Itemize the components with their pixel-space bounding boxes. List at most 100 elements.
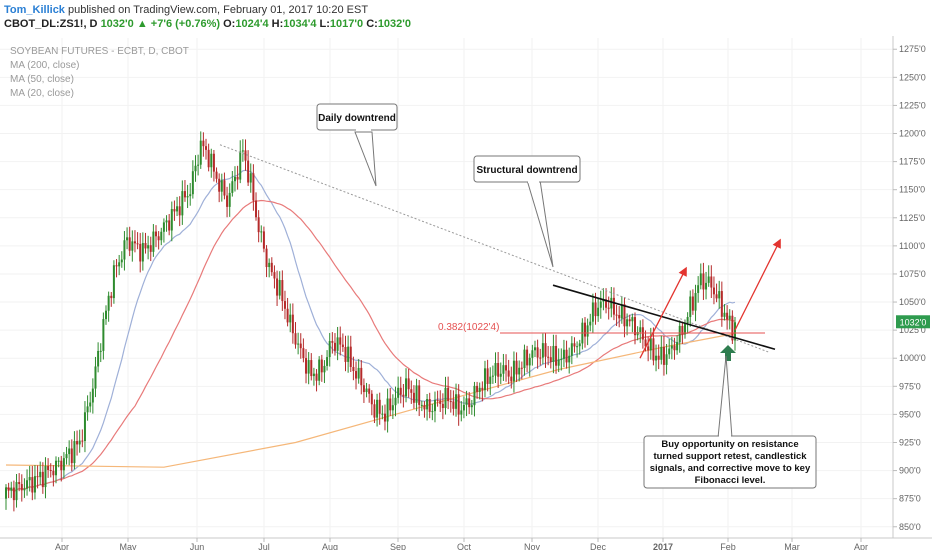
candle-up [381, 405, 384, 420]
candle-body [562, 349, 565, 359]
candle-body [728, 315, 731, 320]
candle-body [555, 345, 558, 366]
candle-up [336, 326, 339, 361]
candle-up [734, 317, 736, 351]
author-link[interactable]: Tom_Killick [4, 4, 65, 16]
candle-body [452, 401, 455, 409]
candle-up [460, 401, 463, 422]
time-axis[interactable]: Apr May Jun Jul Aug Sep Oct Nov Dec 2017 Feb Mar Apr [0, 537, 932, 550]
candle-down [136, 232, 139, 250]
candle-up [57, 457, 60, 468]
candle-body [320, 359, 323, 373]
candle-down [215, 167, 218, 183]
candle-body [531, 350, 534, 358]
candle-body [694, 292, 697, 311]
candle-up [102, 312, 105, 360]
price-axis[interactable]: 850'0 875'0 900'0 925'0 950'0 975'0 1000'0 1025… [892, 36, 926, 538]
candle-body [162, 222, 165, 232]
candle-body [515, 360, 518, 375]
time-tick-label: 2017 [653, 542, 673, 550]
candle-down [441, 393, 444, 420]
candle-body [115, 265, 118, 267]
candle-body [265, 248, 268, 268]
candle-body [189, 194, 192, 197]
candle-body [218, 178, 221, 192]
candle-down [178, 196, 181, 227]
candle-down [515, 352, 518, 383]
candle-up [220, 173, 223, 202]
candle-body [586, 325, 589, 337]
candle-body [283, 301, 286, 309]
candle-up [560, 348, 563, 371]
candle-up [126, 227, 129, 250]
candle-down [510, 366, 513, 389]
candle-down [715, 283, 718, 303]
candle-body [399, 387, 402, 395]
callout-buy-fo: Buy opportunity on resistance turned sup… [650, 439, 811, 486]
candle-body [39, 471, 42, 478]
price-tick-label: 1100'0 [899, 241, 925, 251]
price-tick-label: 1075'0 [899, 269, 926, 279]
candle-down [36, 465, 39, 489]
candle-down [20, 474, 23, 502]
candle-up [210, 148, 213, 178]
candle-body [70, 448, 73, 464]
candle-body [23, 488, 26, 491]
price-change: ▲ +7'6 (+0.76%) [136, 18, 221, 30]
candle-body [723, 312, 726, 317]
candle-body [712, 287, 715, 295]
candle-down [368, 384, 371, 403]
candle-body [315, 373, 318, 381]
candle-up [376, 393, 379, 427]
candle-body [328, 341, 331, 358]
candle-body [707, 276, 710, 283]
candle-body [357, 367, 360, 379]
candle-down [486, 359, 489, 392]
candle-body [365, 388, 368, 393]
candle-body [541, 343, 544, 358]
candle-body [418, 385, 421, 405]
candle-body [589, 321, 592, 326]
candle-body [394, 397, 397, 406]
legend-ma200: MA (200, close) [10, 60, 79, 71]
candle-down [202, 132, 205, 157]
candle-body [591, 302, 594, 322]
candle-down [583, 317, 586, 348]
time-tick-label: Dec [590, 542, 607, 550]
candle-body [594, 302, 597, 317]
candle-body [278, 280, 281, 296]
candle-down [76, 430, 79, 456]
candle-body [518, 367, 521, 375]
price-tick-label: 1150'0 [899, 185, 925, 195]
candle-body [483, 368, 486, 391]
candle-body [220, 180, 223, 192]
ohlc-line: CBOT_DL:ZS1!, D 1032'0 ▲ +7'6 (+0.76%) O… [4, 18, 411, 30]
candle-body [176, 206, 179, 212]
candle-body [307, 360, 310, 374]
candle-body [302, 348, 305, 359]
candle-body [273, 272, 276, 279]
candle-body [191, 171, 194, 195]
candle-up [26, 469, 29, 496]
candle-up [462, 396, 465, 419]
candle-down [423, 401, 426, 418]
candle-down [286, 297, 289, 327]
candle-body [157, 236, 160, 241]
candle-body [647, 346, 650, 351]
candle-down [341, 333, 344, 352]
candle-body [549, 357, 552, 362]
candle-body [268, 262, 271, 268]
candle-up [5, 484, 7, 510]
candle-body [233, 176, 236, 182]
candle-body [431, 411, 434, 413]
candle-up [489, 367, 492, 396]
candle-body [202, 140, 205, 147]
candle-up [728, 309, 731, 330]
candle-down [544, 332, 547, 368]
candle-body [160, 231, 163, 241]
candle-down [223, 172, 226, 200]
candle-down [612, 287, 615, 321]
candle-down [662, 336, 665, 376]
candle-up [694, 284, 697, 322]
price-chart[interactable]: SOYBEAN FUTURES - ECBT, D, CBOT MA (200,… [0, 36, 932, 550]
